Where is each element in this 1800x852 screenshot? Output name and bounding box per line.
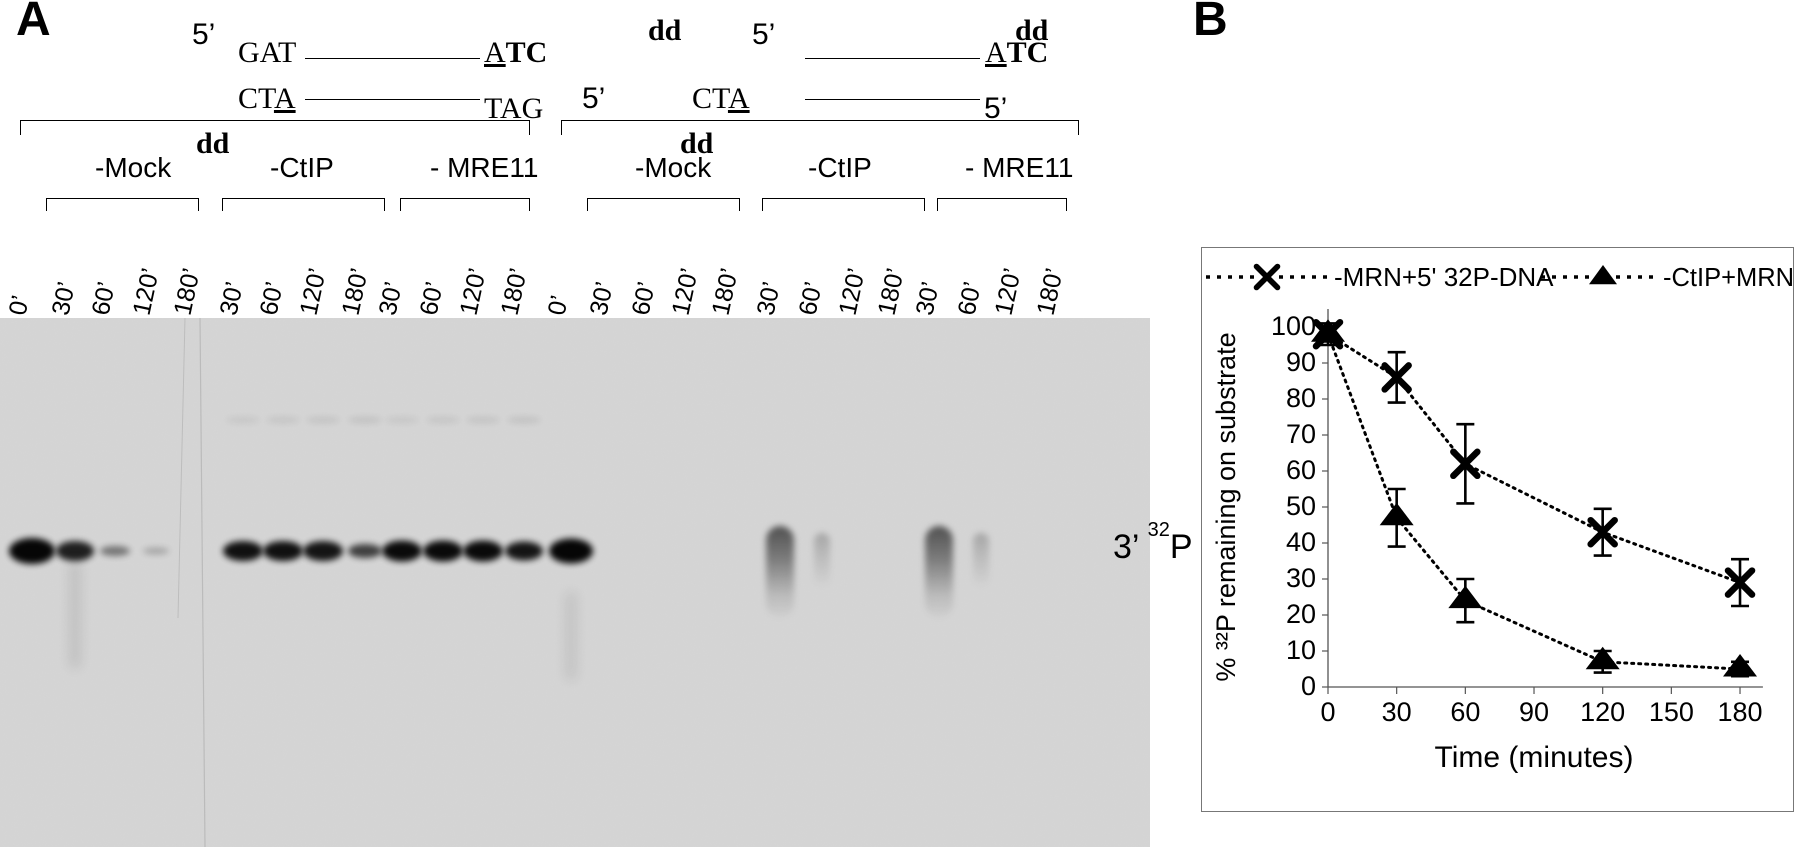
svg-text:0: 0: [1320, 697, 1335, 727]
svg-text:20: 20: [1286, 599, 1316, 629]
svg-text:80: 80: [1286, 383, 1316, 413]
svg-text:90: 90: [1519, 697, 1549, 727]
svg-text:40: 40: [1286, 527, 1316, 557]
svg-text:30: 30: [1382, 697, 1412, 727]
svg-text:120: 120: [1580, 697, 1625, 727]
svg-text:-MRN+5' 32P-DNA: -MRN+5' 32P-DNA: [1334, 262, 1554, 292]
svg-text:% ³²P remaining on substrate: % ³²P remaining on substrate: [1211, 332, 1241, 681]
svg-text:60: 60: [1286, 455, 1316, 485]
svg-text:90: 90: [1286, 347, 1316, 377]
svg-text:50: 50: [1286, 491, 1316, 521]
svg-text:10: 10: [1286, 635, 1316, 665]
svg-text:-CtIP+MRN: -CtIP+MRN: [1663, 264, 1794, 292]
svg-text:100: 100: [1271, 311, 1316, 341]
svg-text:150: 150: [1649, 697, 1694, 727]
svg-text:60: 60: [1450, 697, 1480, 727]
svg-text:0: 0: [1301, 671, 1316, 701]
svg-text:Time (minutes): Time (minutes): [1435, 741, 1634, 774]
svg-text:30: 30: [1286, 563, 1316, 593]
svg-text:180: 180: [1717, 697, 1762, 727]
svg-text:70: 70: [1286, 419, 1316, 449]
